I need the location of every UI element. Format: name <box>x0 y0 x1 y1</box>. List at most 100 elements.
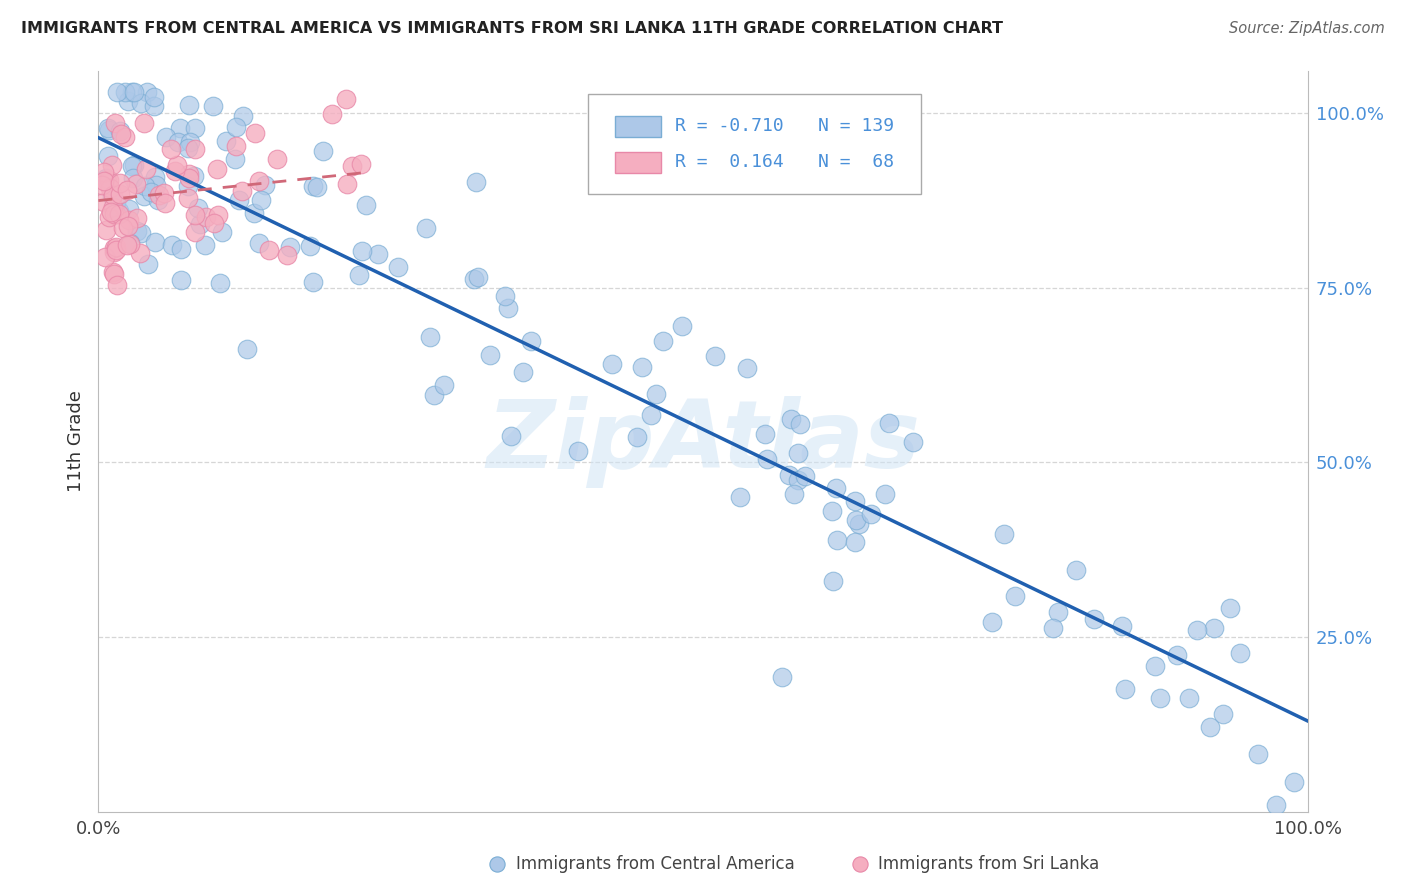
Point <box>202 216 225 230</box>
Point <box>600 358 623 372</box>
Point <box>108 203 131 218</box>
Point <box>859 507 882 521</box>
Point <box>207 208 229 222</box>
Point <box>1247 747 1270 761</box>
Point <box>114 85 136 99</box>
Point <box>112 220 135 235</box>
Point <box>479 347 502 361</box>
Point <box>307 179 329 194</box>
Point <box>336 178 359 192</box>
Point <box>1047 605 1070 619</box>
Point <box>205 162 228 177</box>
Point <box>1199 720 1222 734</box>
Point <box>770 670 793 684</box>
Point <box>183 169 205 183</box>
Point <box>142 90 165 104</box>
Point <box>155 130 177 145</box>
Point <box>1083 612 1105 626</box>
Point <box>105 240 128 254</box>
Point <box>901 434 924 449</box>
Point <box>787 473 810 487</box>
Point <box>228 193 250 207</box>
Point <box>136 257 159 271</box>
Point <box>120 237 142 252</box>
Point <box>184 225 207 239</box>
Point <box>103 207 125 221</box>
Point <box>877 416 900 430</box>
Point <box>631 359 654 374</box>
Point <box>349 268 371 282</box>
Point <box>177 98 200 112</box>
Point <box>143 169 166 184</box>
Point <box>100 189 122 203</box>
Point <box>143 235 166 249</box>
Point <box>779 412 801 426</box>
Point <box>671 319 693 334</box>
Point <box>155 195 177 210</box>
Point <box>824 481 846 495</box>
Point <box>423 387 446 401</box>
Point <box>93 195 115 210</box>
Point <box>167 135 190 149</box>
Point <box>225 120 247 135</box>
Point <box>134 179 156 194</box>
Point <box>215 134 238 148</box>
Point <box>432 377 454 392</box>
Point <box>166 158 188 172</box>
Point <box>118 235 141 250</box>
Point <box>789 417 811 431</box>
Point <box>170 273 193 287</box>
Y-axis label: 11th Grade: 11th Grade <box>66 391 84 492</box>
Point <box>1004 589 1026 603</box>
Point <box>787 445 810 459</box>
Point <box>849 854 872 868</box>
Point <box>301 179 323 194</box>
Point <box>121 159 143 173</box>
Point <box>93 173 115 187</box>
Point <box>108 207 131 221</box>
Point <box>117 94 139 108</box>
Point <box>169 121 191 136</box>
Point <box>110 176 132 190</box>
Point <box>201 98 224 112</box>
Point <box>276 248 298 262</box>
Point <box>98 173 121 187</box>
Text: IMMIGRANTS FROM CENTRAL AMERICA VS IMMIGRANTS FROM SRI LANKA 11TH GRADE CORRELAT: IMMIGRANTS FROM CENTRAL AMERICA VS IMMIG… <box>21 21 1002 36</box>
Point <box>179 135 201 149</box>
Point <box>232 109 254 123</box>
Point <box>135 85 157 99</box>
Point <box>754 427 776 442</box>
Point <box>115 183 138 197</box>
Point <box>122 158 145 172</box>
Point <box>97 149 120 163</box>
Point <box>179 170 201 185</box>
Point <box>415 221 437 235</box>
Point <box>875 487 897 501</box>
Point <box>121 85 143 99</box>
Point <box>208 276 231 290</box>
Point <box>728 490 751 504</box>
Point <box>499 428 522 442</box>
Point <box>486 854 509 868</box>
Point <box>464 176 486 190</box>
Point <box>176 191 198 205</box>
Point <box>520 334 543 349</box>
Point <box>224 152 246 166</box>
Point <box>1264 797 1286 812</box>
Point <box>231 184 253 198</box>
Point <box>821 504 844 518</box>
Point <box>387 260 409 275</box>
Point <box>132 189 155 203</box>
Point <box>794 469 817 483</box>
FancyBboxPatch shape <box>588 94 921 194</box>
Point <box>131 96 153 111</box>
Point <box>1064 563 1087 577</box>
Text: N = 139: N = 139 <box>818 117 894 136</box>
Point <box>704 349 727 363</box>
Point <box>128 245 150 260</box>
Point <box>247 235 270 250</box>
Point <box>340 160 363 174</box>
Point <box>299 239 322 253</box>
Point <box>97 122 120 136</box>
Point <box>139 185 162 199</box>
